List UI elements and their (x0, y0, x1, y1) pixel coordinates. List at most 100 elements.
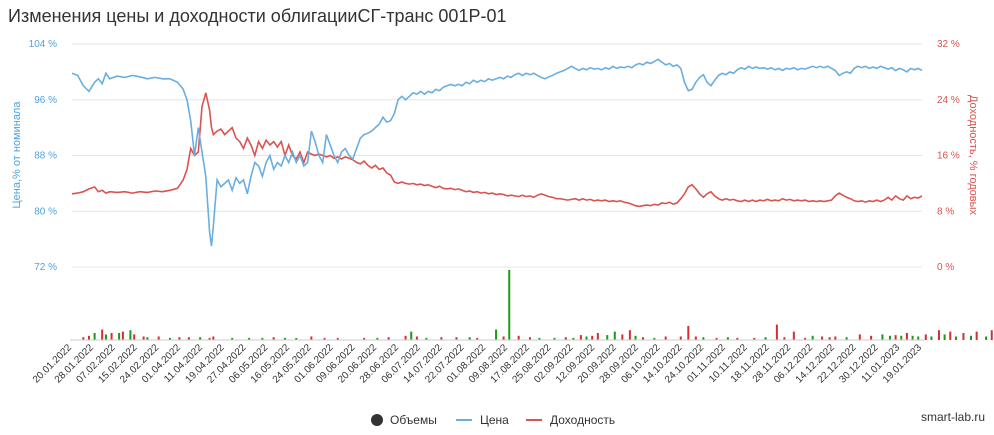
volume-bar (924, 334, 927, 340)
volume-bar (212, 336, 215, 340)
volume-bar (702, 337, 705, 340)
volume-bar (804, 337, 807, 340)
credit-link[interactable]: smart-lab.ru (921, 410, 985, 424)
volume-bar (653, 337, 656, 340)
volume-bar (440, 337, 443, 340)
volume-bar (775, 324, 778, 340)
volume-bar (323, 337, 326, 340)
volume-bar (508, 270, 511, 340)
volume-bar (87, 335, 90, 340)
volume-bar (694, 336, 697, 340)
volume-bar (336, 337, 339, 340)
volume-bars (82, 270, 993, 340)
volume-bar (628, 330, 631, 340)
volume-bar (881, 334, 884, 340)
volume-bar (502, 336, 505, 340)
volume-bar (834, 336, 837, 340)
volume-bar (261, 337, 264, 340)
volume-bar (187, 337, 190, 340)
left-tick-label: 104 % (29, 39, 57, 50)
volume-bar (870, 335, 873, 340)
legend-item-price[interactable]: Цена (456, 413, 509, 427)
volume-bar (495, 329, 498, 340)
volume-bar (970, 335, 973, 340)
volume-bar (376, 337, 379, 340)
volume-bar (634, 335, 637, 340)
legend-yield-label: Доходность (550, 413, 615, 427)
volume-bar (199, 337, 202, 340)
volume-bar (858, 334, 861, 340)
legend-item-yield[interactable]: Доходность (526, 413, 615, 427)
volume-bar (528, 337, 531, 340)
right-tick-label: 8 % (937, 206, 954, 217)
volume-bar (613, 331, 616, 340)
volume-bar (82, 337, 85, 340)
volume-bar (272, 337, 275, 340)
volume-bar (888, 335, 891, 340)
volume-bar (476, 337, 479, 340)
volume-bar (753, 337, 756, 340)
volume-bar (564, 337, 567, 340)
volume-bar (715, 337, 718, 340)
volume-bar (621, 334, 624, 340)
volume-bar (178, 337, 181, 340)
left-axis-ticks: 104 % 96 % 88 % 80 % 72 % (29, 39, 57, 273)
volume-bar (726, 337, 729, 340)
yield-series-line (71, 92, 923, 208)
volume-bar (363, 337, 366, 340)
volume-bar (930, 336, 933, 340)
right-axis-ticks: 32 % 24 % 16 % 8 % 0 % (937, 39, 960, 273)
volume-bar (387, 337, 390, 340)
legend-volumes-label: Объемы (390, 413, 437, 427)
x-axis-labels: 20.01.202228.01.202207.02.202215.02.2022… (31, 342, 924, 386)
volume-bar (975, 331, 978, 340)
volume-bar (142, 336, 145, 340)
volume-bar (404, 335, 407, 340)
volume-bar (811, 335, 814, 340)
left-tick-label: 80 % (34, 206, 57, 217)
volume-bar (231, 337, 234, 340)
volume-bar (591, 335, 594, 340)
volume-bar (642, 337, 645, 340)
volume-bar (900, 335, 903, 340)
legend-price-label: Цена (480, 413, 509, 427)
volume-bar (783, 337, 786, 340)
volume-bar (455, 337, 458, 340)
volume-bar (943, 334, 946, 340)
price-series-line (71, 58, 923, 247)
volume-bar (93, 333, 96, 340)
volume-bar (157, 336, 160, 340)
volume-bar (937, 330, 940, 340)
volume-bar (248, 337, 251, 340)
volume-bar (553, 337, 556, 340)
volume-bar (101, 329, 104, 340)
volume-bar (917, 336, 920, 340)
volume-bar (129, 330, 132, 340)
legend-item-volumes[interactable]: Объемы (371, 413, 437, 427)
right-tick-label: 0 % (937, 262, 954, 273)
volume-bar (146, 337, 149, 340)
volume-bar (118, 333, 121, 340)
volume-bar (585, 336, 588, 340)
volume-bar (538, 337, 541, 340)
grid-lines (72, 43, 922, 268)
volume-bar (169, 337, 172, 340)
volume-bar (104, 334, 107, 340)
volume-bar (425, 337, 428, 340)
volume-bar (949, 331, 952, 340)
volume-bar (905, 333, 908, 340)
chart-title: Изменения цены и доходности облигацииСГ-… (8, 6, 506, 26)
volume-bar (110, 333, 113, 340)
left-axis-title: Цена,% от номинала (11, 101, 23, 209)
right-tick-label: 24 % (937, 95, 960, 106)
volume-bar (310, 336, 313, 340)
volume-bar (828, 337, 831, 340)
volume-bar (764, 337, 767, 340)
volume-bar (517, 335, 520, 340)
volume-bar (208, 337, 211, 340)
left-tick-label: 72 % (34, 262, 57, 273)
volume-bar (679, 336, 682, 340)
volume-bar (687, 326, 690, 340)
volume-bar (295, 338, 298, 340)
volume-bar (821, 336, 824, 340)
